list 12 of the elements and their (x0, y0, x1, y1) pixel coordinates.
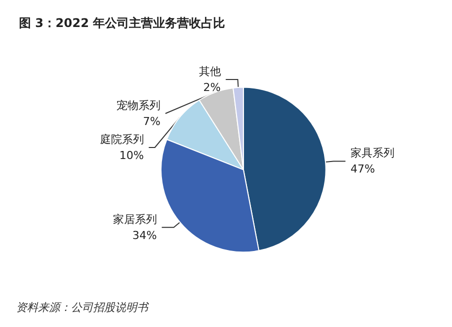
data-label: 2% (203, 80, 221, 94)
slice-label: 宠物系列 (116, 98, 160, 112)
slice-label: 庭院系列 (100, 132, 144, 146)
data-label: 47% (350, 162, 375, 176)
slice-label: 家居系列 (112, 212, 157, 226)
chart-title: 图 3：2022 年公司主营业务营收占比 (19, 16, 226, 30)
data-label: 34% (132, 228, 157, 242)
data-label: 7% (142, 114, 160, 128)
slice-label: 家具系列 (350, 146, 394, 160)
slice-label: 其他 (198, 64, 221, 78)
data-label: 10% (119, 148, 144, 162)
text: 资料来源：公司招股说明书 (16, 301, 150, 314)
